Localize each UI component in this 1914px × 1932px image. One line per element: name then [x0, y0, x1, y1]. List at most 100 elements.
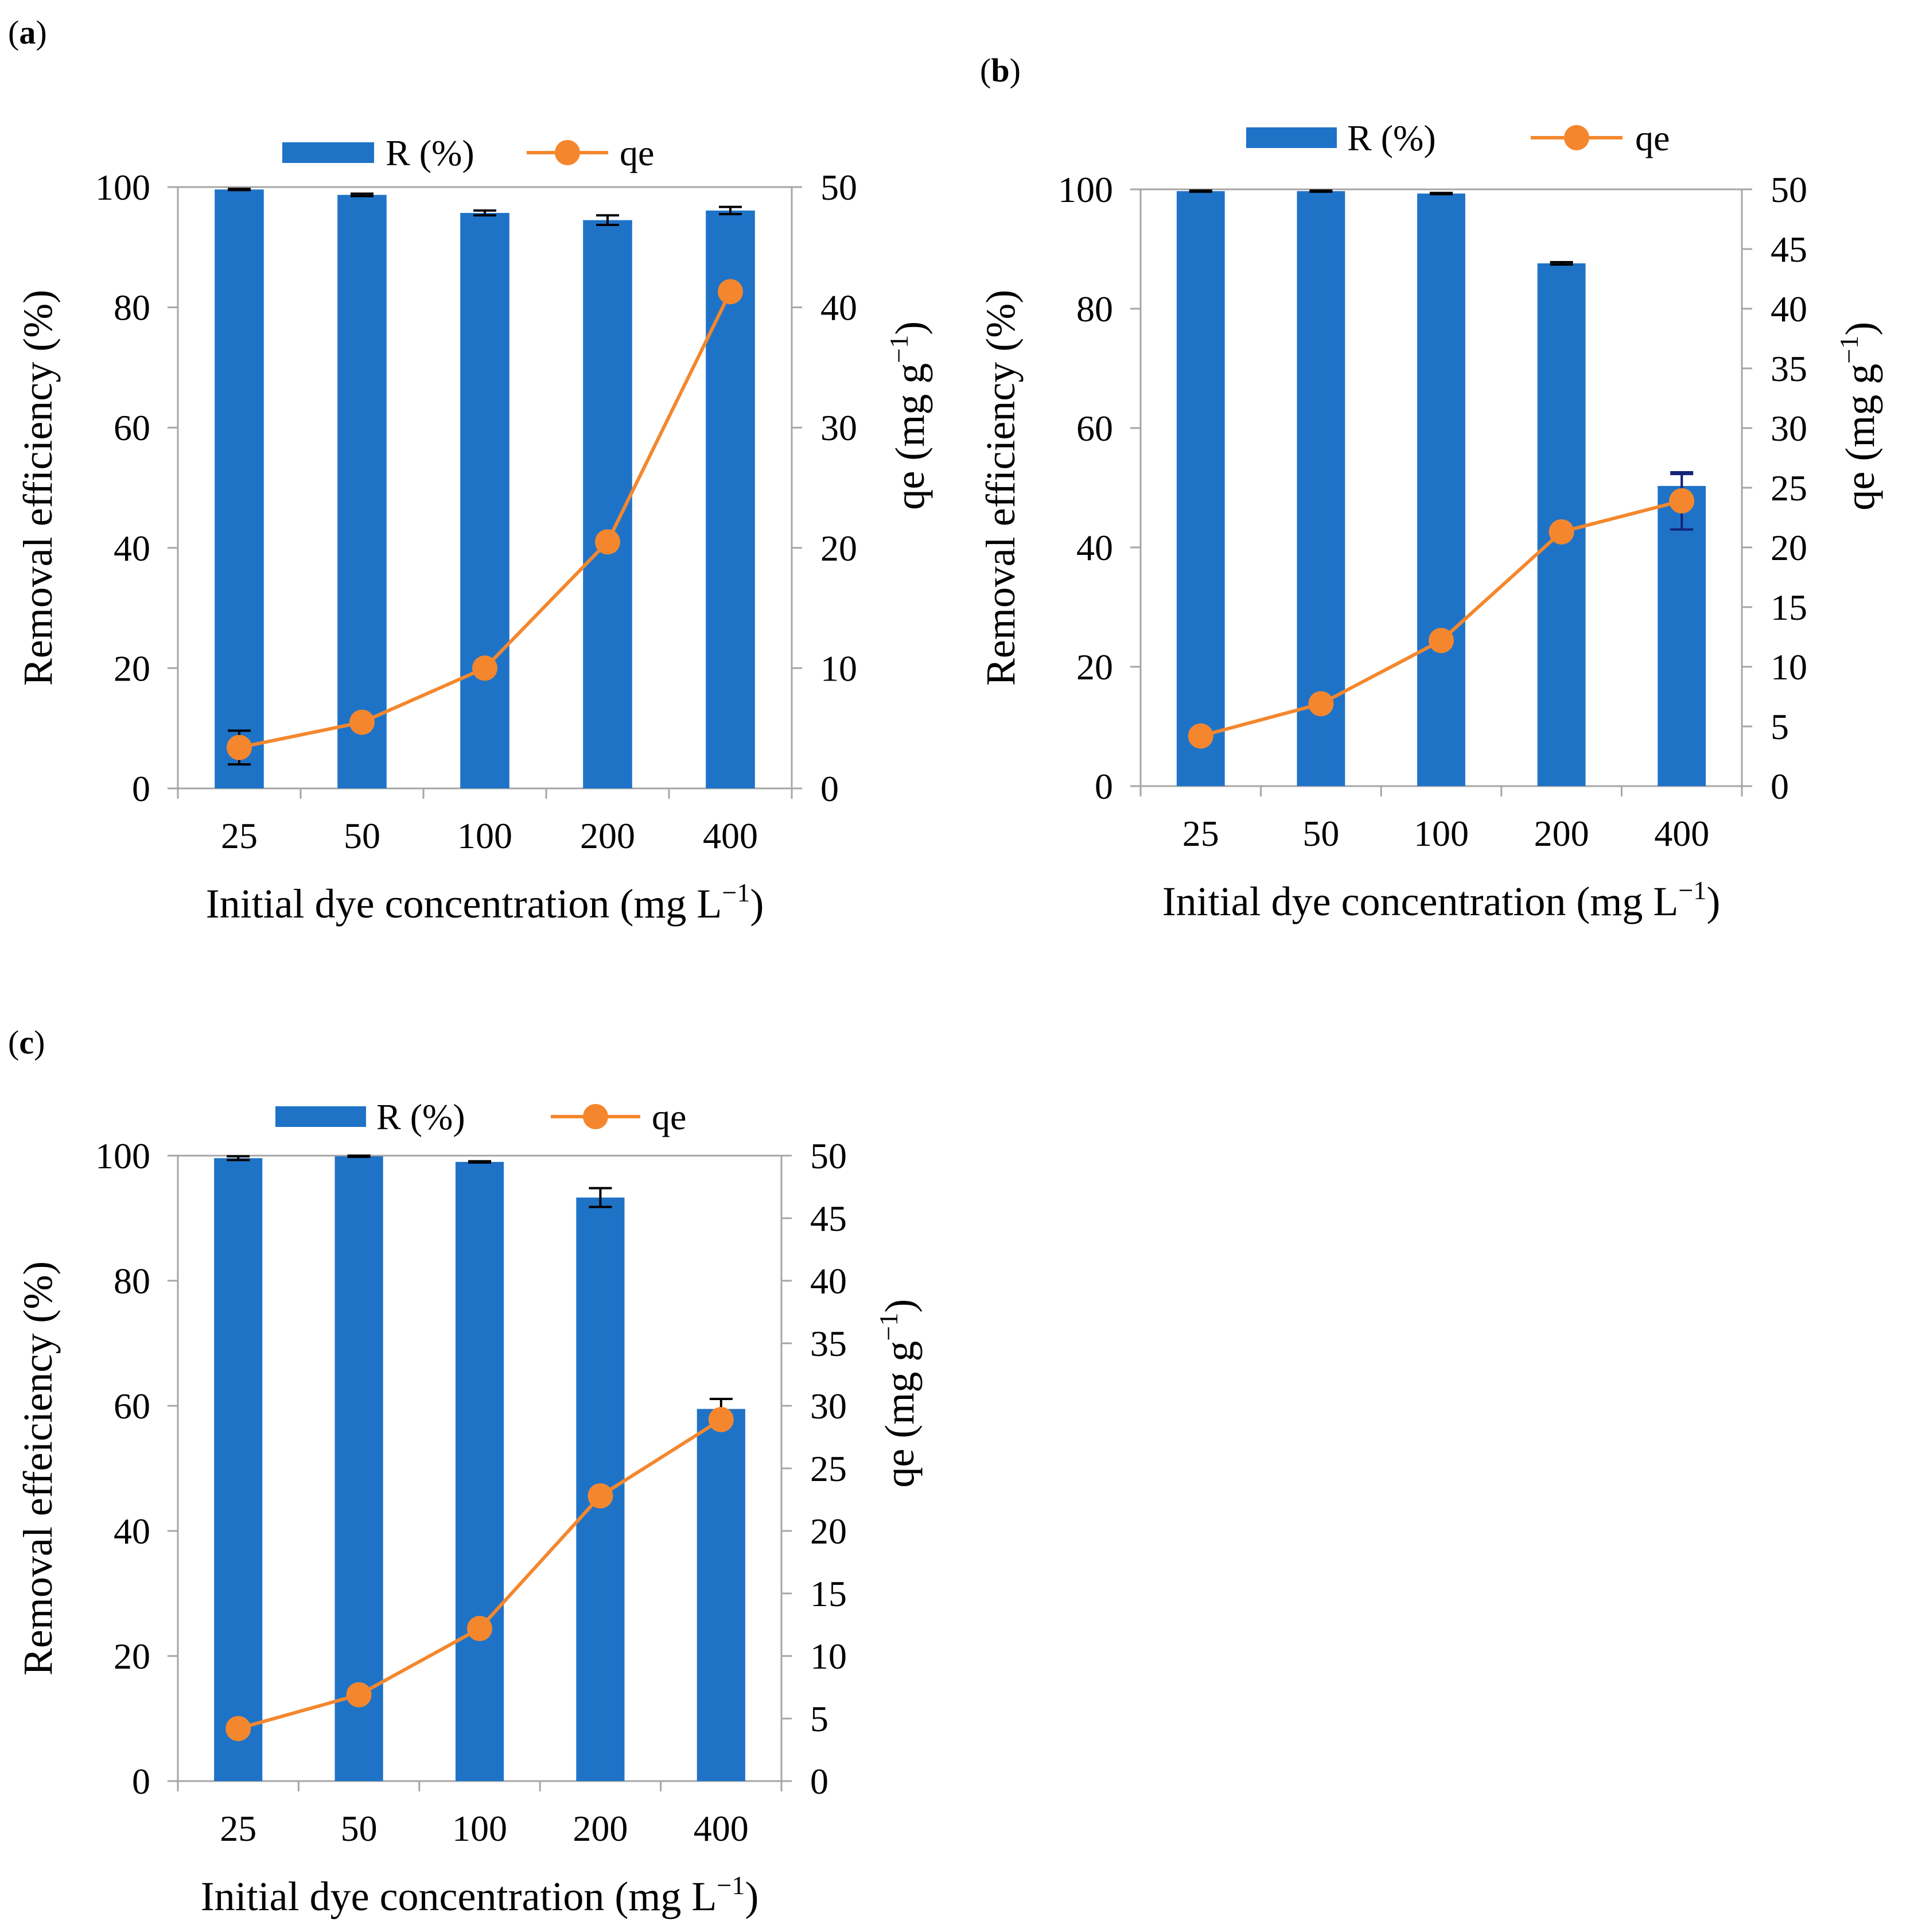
- left-tick-label: 20: [114, 648, 150, 689]
- right-tick-label: 50: [820, 167, 857, 208]
- right-tick-label: 20: [820, 528, 857, 569]
- x-tick-label: 100: [452, 1808, 507, 1849]
- bar-50: [1297, 191, 1345, 786]
- panel-label-a: (a): [8, 14, 47, 51]
- qe-point-400: [1669, 488, 1695, 514]
- bar-error-100: [473, 209, 496, 217]
- left-tick-label: 40: [114, 1511, 150, 1552]
- qe-point-50: [1308, 691, 1334, 717]
- left-tick-label: 40: [114, 528, 150, 569]
- right-tick-label: 15: [810, 1573, 847, 1614]
- qe-point-50: [349, 709, 375, 735]
- right-tick-label: 30: [1771, 408, 1807, 449]
- x-tick-label: 50: [341, 1808, 378, 1849]
- bar-25: [215, 189, 264, 788]
- right-tick-label: 0: [820, 768, 839, 809]
- right-tick-label: 30: [810, 1386, 847, 1426]
- qe-point-100: [472, 655, 497, 681]
- qe-point-400: [718, 279, 743, 305]
- left-tick-label: 100: [95, 1136, 150, 1176]
- bar-error-100: [1430, 192, 1453, 196]
- chart-panel-a: (a) 0 20 40 60 80 100 0 10 20 30 40 50 25 50 100 200 400 R…: [8, 14, 933, 927]
- x-tick-label: 25: [220, 1808, 256, 1849]
- right-tick-label: 10: [820, 648, 857, 689]
- legend-line-label: qe: [620, 133, 654, 173]
- x-tick-label: 50: [344, 815, 380, 856]
- right-tick-label: 45: [810, 1198, 847, 1239]
- qe-point-50: [346, 1682, 372, 1708]
- legend: R (%) qe: [275, 1097, 686, 1137]
- legend: R (%) qe: [282, 133, 654, 173]
- right-tick-label: 50: [810, 1136, 847, 1176]
- left-tick-label: 60: [1076, 408, 1113, 449]
- bar-error-100: [468, 1160, 491, 1164]
- right-tick-label: 5: [810, 1698, 828, 1739]
- bar-50: [337, 195, 387, 788]
- bar-200: [583, 220, 632, 788]
- right-tick-label: 25: [810, 1448, 847, 1489]
- chart-panel-b: (b) 0 20 40 60 80 100 0 5 10 15 20 25 30 35 40 45 50 25 50 1…: [978, 52, 1883, 924]
- legend-marker: [1564, 125, 1589, 150]
- bar-100: [460, 213, 509, 789]
- legend-bar-label: R (%): [386, 133, 474, 173]
- bar-error-25: [1189, 189, 1212, 193]
- legend-marker: [583, 1104, 608, 1129]
- x-tick-label: 200: [573, 1808, 628, 1849]
- left-tick-label: 0: [1095, 766, 1113, 807]
- right-tick-label: 0: [810, 1761, 828, 1802]
- left-tick-label: 60: [114, 407, 150, 448]
- right-tick-label: 10: [1771, 647, 1807, 687]
- right-tick-label: 40: [820, 287, 857, 328]
- right-tick-label: 25: [1771, 468, 1807, 508]
- right-tick-label: 40: [810, 1261, 847, 1301]
- x-tick-label: 25: [221, 815, 258, 856]
- left-tick-label: 0: [132, 768, 150, 809]
- bar-error-25: [227, 1155, 250, 1161]
- right-tick-label: 45: [1771, 229, 1807, 270]
- x-tick-label: 400: [694, 1808, 749, 1849]
- x-axis-title: Initial dye concentration (mg L−1): [206, 878, 764, 927]
- qe-point-200: [595, 529, 620, 555]
- legend-line-label: qe: [652, 1097, 686, 1137]
- bar-error-400: [719, 205, 742, 216]
- right-axis-title: qe (mg g−1): [874, 1299, 923, 1488]
- bar-error-50: [1309, 189, 1333, 193]
- bar-error-200: [589, 1187, 612, 1208]
- legend-marker: [555, 140, 580, 165]
- bar-400: [1658, 485, 1706, 786]
- right-tick-label: 35: [1771, 348, 1807, 389]
- x-tick-label: 200: [1534, 813, 1589, 854]
- right-tick-label: 15: [1771, 587, 1807, 628]
- bar-error-200: [1550, 261, 1573, 266]
- legend: R (%) qe: [1246, 118, 1670, 158]
- bar-error-25: [228, 188, 251, 192]
- bar-25: [1176, 191, 1225, 786]
- left-axis-title: Removal efficiency (%): [15, 290, 61, 686]
- right-axis-title: qe (mg g−1): [1834, 322, 1883, 511]
- bar-error-200: [596, 214, 619, 227]
- panel-label-b: (b): [980, 52, 1021, 89]
- left-tick-label: 20: [1076, 647, 1113, 687]
- chart-panel-c: (c) 0 20 40 60 80 100 0 5 10 15 20 25 30 35 40 45 50 25 50 1…: [8, 1024, 923, 1919]
- x-tick-label: 100: [1414, 813, 1469, 854]
- legend-line-label: qe: [1635, 118, 1670, 158]
- left-tick-label: 100: [95, 167, 150, 208]
- right-tick-label: 20: [810, 1511, 847, 1552]
- legend-bar-swatch: [282, 142, 374, 163]
- bar-25: [214, 1158, 263, 1781]
- qe-point-25: [225, 1716, 251, 1741]
- legend-bar-swatch: [275, 1106, 366, 1127]
- legend-bar-label: R (%): [376, 1097, 465, 1137]
- x-tick-label: 200: [580, 815, 635, 856]
- x-tick-label: 400: [1654, 813, 1709, 854]
- left-tick-label: 0: [132, 1761, 150, 1802]
- left-axis-title: Removal efficiency (%): [978, 290, 1024, 686]
- legend-bar-swatch: [1246, 127, 1337, 148]
- left-tick-label: 40: [1076, 527, 1113, 568]
- bar-100: [1417, 193, 1465, 786]
- right-tick-label: 20: [1771, 527, 1807, 568]
- right-tick-label: 5: [1771, 706, 1789, 747]
- x-axis-title: Initial dye concentration (mg L−1): [201, 1871, 759, 1919]
- left-tick-label: 100: [1058, 169, 1113, 210]
